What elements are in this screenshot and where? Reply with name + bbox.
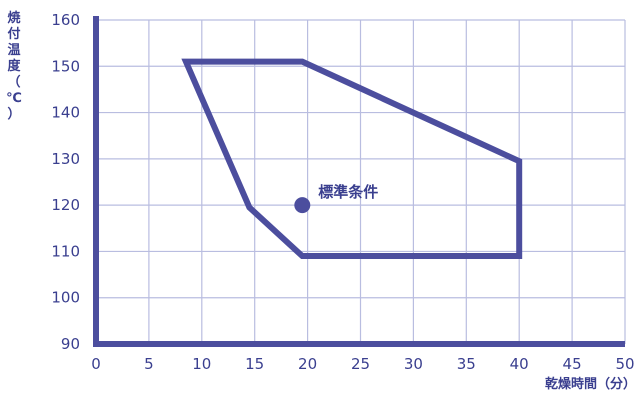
operating-region bbox=[181, 58, 523, 260]
y-tick-label: 110 bbox=[51, 242, 80, 260]
y-tick-label: 100 bbox=[51, 289, 80, 307]
x-tick-label: 30 bbox=[404, 355, 423, 373]
x-tick-label: 25 bbox=[351, 355, 370, 373]
x-axis-title: 乾燥時間（分） bbox=[545, 376, 636, 392]
y-tick-label: 160 bbox=[51, 11, 80, 29]
y-tick-label: 150 bbox=[51, 57, 80, 75]
standard-condition-point bbox=[294, 197, 311, 214]
y-tick-label: 140 bbox=[51, 104, 80, 122]
x-tick-label: 20 bbox=[298, 355, 317, 373]
x-tick-label: 15 bbox=[245, 355, 264, 373]
tick-labels: 0 5 10 15 20 25 30 35 40 45 50 90 100 110 120 130 140 150… bbox=[51, 11, 634, 373]
x-tick-label: 35 bbox=[457, 355, 476, 373]
y-axis-title: 焼付温度（℃） bbox=[6, 10, 22, 122]
x-tick-label: 10 bbox=[192, 355, 211, 373]
x-tick-label: 50 bbox=[615, 355, 634, 373]
y-tick-label: 90 bbox=[61, 335, 80, 353]
grid bbox=[96, 19, 626, 344]
x-tick-label: 5 bbox=[144, 355, 154, 373]
x-tick-label: 40 bbox=[510, 355, 529, 373]
y-tick-label: 120 bbox=[51, 196, 80, 214]
standard-condition-label: 標準条件 bbox=[318, 183, 378, 201]
x-tick-label: 45 bbox=[563, 355, 582, 373]
x-tick-label: 0 bbox=[91, 355, 101, 373]
y-tick-label: 130 bbox=[51, 150, 80, 168]
